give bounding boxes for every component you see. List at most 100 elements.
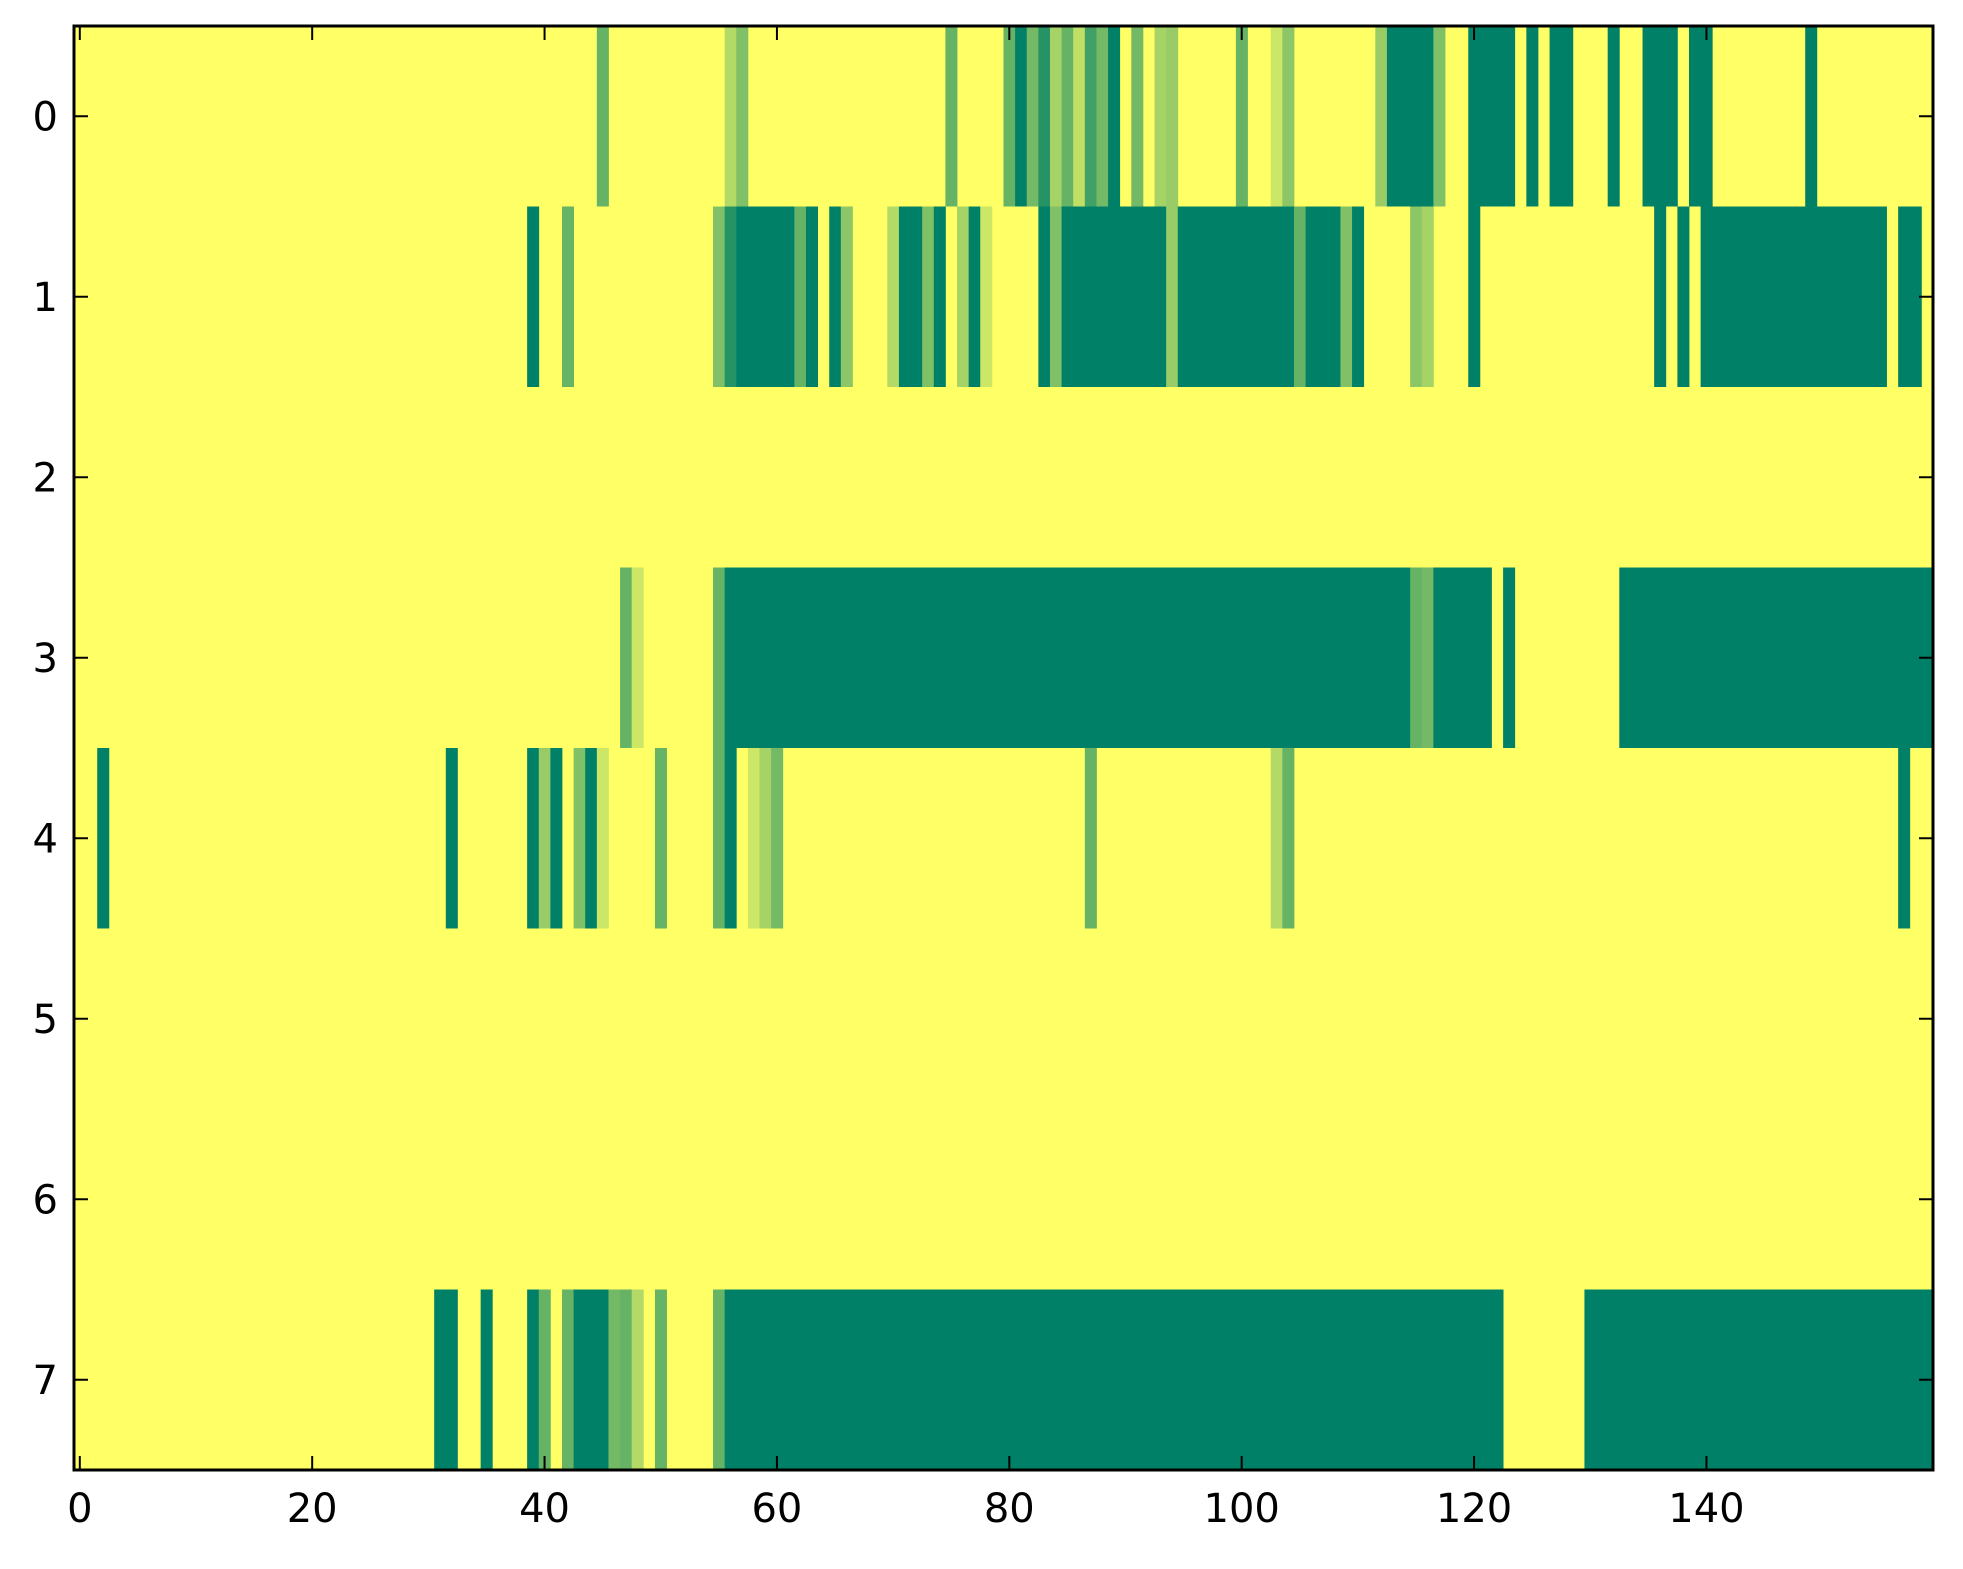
y-tick-labels: 0 1 2 3 4 5 6 7 [33, 94, 58, 1404]
y-tick-label-4: 4 [33, 816, 58, 862]
heatmap-cell-r3-c48 [631, 567, 644, 748]
heatmap-cell-r0-c86 [1073, 26, 1086, 207]
axis-ticks [74, 26, 1933, 1470]
heatmap-cell-r0-c45 [596, 26, 609, 207]
heatmap-cell-r4-c50 [654, 748, 667, 929]
heatmap-cell-r1-c56 [724, 206, 737, 387]
heatmap-cell-r0-c82 [1026, 26, 1039, 207]
heatmap-cell-r1-c63 [805, 206, 818, 387]
heatmap-row-4-background [74, 748, 1933, 929]
heatmap-cell-r4-c44 [585, 748, 598, 929]
heatmap-row-1-background [74, 206, 1933, 387]
heatmap-cell-r0-c112 [1375, 26, 1388, 207]
x-tick-label-20: 20 [287, 1486, 338, 1532]
heatmap-cell-r3-c47 [620, 567, 633, 748]
y-tick-label-2: 2 [33, 455, 58, 501]
y-tick-label-1: 1 [33, 275, 58, 321]
heatmap-cell-r0-c88 [1096, 26, 1109, 207]
heatmap-cells [74, 26, 1934, 1470]
heatmap-cell-r1-c95-104 [1177, 206, 1295, 387]
plot-frame [72, 24, 1935, 1472]
heatmap-cell-r1-c120 [1468, 206, 1481, 387]
heatmap-cell-r0-c75 [945, 26, 958, 207]
heatmap-cell-r0-c56 [724, 26, 737, 207]
heatmap-cell-r7-c43-45 [573, 1289, 609, 1470]
heatmap-cell-r1-c109 [1340, 206, 1353, 387]
heatmap-cell-r0-c104 [1282, 26, 1295, 207]
heatmap-cell-r0-c57 [736, 26, 749, 207]
heatmap-cell-r4-c40 [538, 748, 551, 929]
heatmap-cell-r3-c116 [1421, 567, 1434, 748]
heatmap-cell-r7-c50 [654, 1289, 667, 1470]
heatmap-cell-r0-c93 [1154, 26, 1167, 207]
x-tick-label-120: 120 [1436, 1486, 1512, 1532]
heatmap-cell-r7-c35 [480, 1289, 493, 1470]
heatmap-cell-r3-c117-121 [1433, 567, 1492, 748]
heatmap-cell-r1-c140-155 [1700, 206, 1887, 387]
heatmap-cell-r1-c55 [713, 206, 726, 387]
heatmap-cell-r1-c66 [840, 206, 853, 387]
heatmap-cell-r1-c84 [1049, 206, 1062, 387]
heatmap-cell-r1-c62 [794, 206, 807, 387]
heatmap-cell-r7-c40 [538, 1289, 551, 1470]
heatmap-cell-r0-c91 [1131, 26, 1144, 207]
heatmap-cell-r7-c55 [713, 1289, 726, 1470]
heatmap-cell-r7-c48 [631, 1289, 644, 1470]
heatmap-cell-r4-c60 [771, 748, 784, 929]
heatmap-cell-r1-c105 [1293, 206, 1306, 387]
heatmap-cell-r4-c45 [596, 748, 609, 929]
heatmap-cell-r4-c157 [1898, 748, 1911, 929]
heatmap-cell-r1-c115 [1410, 206, 1423, 387]
x-tick-label-40: 40 [519, 1486, 570, 1532]
heatmap-cell-r1-c83 [1038, 206, 1051, 387]
heatmap-cell-r4-c58 [747, 748, 760, 929]
y-tick-label-3: 3 [33, 636, 58, 682]
heatmap-cell-r1-c70 [887, 206, 900, 387]
heatmap-cell-r1-c74 [933, 206, 946, 387]
heatmap-cell-r1-c138 [1677, 206, 1690, 387]
heatmap-cell-r0-c100 [1235, 26, 1248, 207]
heatmap-cell-r1-c110 [1352, 206, 1365, 387]
heatmap-cell-r3-c115 [1410, 567, 1423, 748]
heatmap-cell-r7-c56-122 [724, 1289, 1504, 1470]
heatmap-cell-r3-c123 [1503, 567, 1516, 748]
heatmap-cell-r0-c87 [1084, 26, 1097, 207]
y-tick-label-6: 6 [33, 1177, 58, 1223]
heatmap-cell-r4-c2 [97, 748, 110, 929]
x-tick-labels: 0 20 40 60 80 100 120 140 [67, 1486, 1745, 1532]
heatmap-cell-r4-c56 [724, 748, 737, 929]
heatmap-cell-r7-c31-32 [434, 1289, 458, 1470]
y-tick-label-0: 0 [33, 94, 58, 140]
heatmap-cell-r0-c103 [1270, 26, 1283, 207]
heatmap-cell-r0-c113-116 [1386, 26, 1434, 207]
heatmap-cell-r1-c77 [968, 206, 981, 387]
heatmap-cell-r4-c32 [445, 748, 458, 929]
heatmap-cell-r4-c55 [713, 748, 726, 929]
heatmap-cell-r0-c81 [1015, 26, 1028, 207]
x-tick-label-80: 80 [984, 1486, 1035, 1532]
heatmap-cell-r0-c85 [1061, 26, 1074, 207]
heatmap-cell-r1-c85-93 [1061, 206, 1167, 387]
heatmap-cell-r0-c139-140 [1689, 26, 1713, 207]
heatmap-cell-r7-c39 [527, 1289, 540, 1470]
heatmap-cell-r0-c117 [1433, 26, 1446, 207]
heatmap-cell-r1-c73 [922, 206, 935, 387]
heatmap-cell-r0-c94 [1166, 26, 1179, 207]
heatmap-cell-r0-c135-137 [1642, 26, 1678, 207]
heatmap-cell-r0-c149 [1805, 26, 1818, 207]
heatmap-cell-r7-c130-159 [1584, 1289, 1934, 1470]
heatmap-cell-r0-c127-128 [1549, 26, 1574, 207]
heatmap-cell-r3-c133-159 [1619, 567, 1934, 748]
heatmap-cell-r4-c39 [527, 748, 540, 929]
heatmap-cell-r1-c71-72 [898, 206, 923, 387]
heatmap-cell-r1-c78 [980, 206, 993, 387]
heatmap-cell-r7-c42 [561, 1289, 575, 1470]
heatmap-cell-r4-c103 [1270, 748, 1283, 929]
heatmap-cell-r1-c136 [1654, 206, 1667, 387]
heatmap-cell-r0-c125 [1526, 26, 1539, 207]
heatmap-cell-r1-c57-61 [736, 206, 795, 387]
heatmap-row-5-background [74, 928, 1933, 1109]
y-tick-label-5: 5 [33, 997, 58, 1043]
heatmap-cell-r0-c120-123 [1468, 26, 1516, 207]
